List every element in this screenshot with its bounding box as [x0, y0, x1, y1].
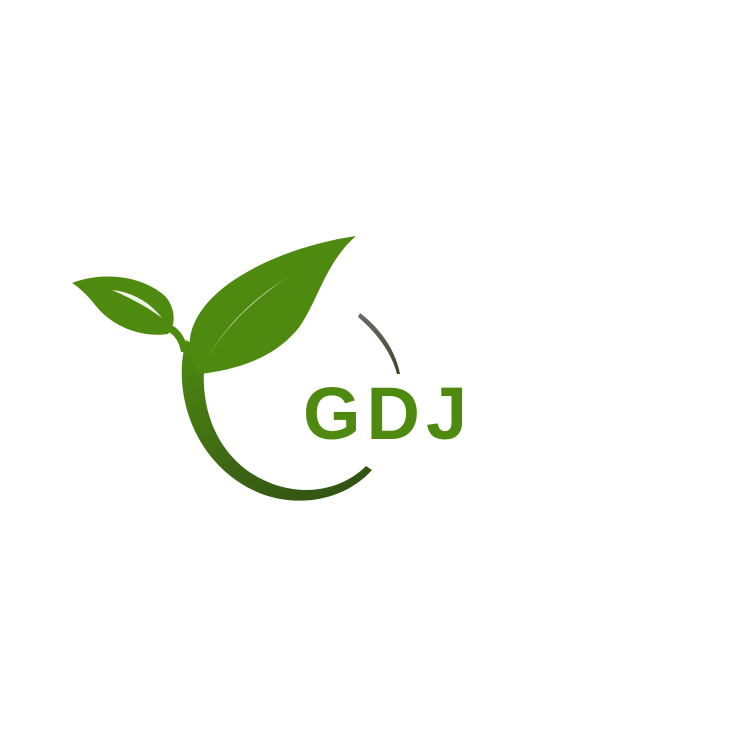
right-arc-icon [358, 313, 400, 374]
left-leaf-icon [72, 276, 174, 335]
right-leaf-icon [189, 236, 356, 374]
circular-swoosh-icon [181, 340, 372, 501]
logo-wordmark: GDJ [303, 372, 474, 455]
